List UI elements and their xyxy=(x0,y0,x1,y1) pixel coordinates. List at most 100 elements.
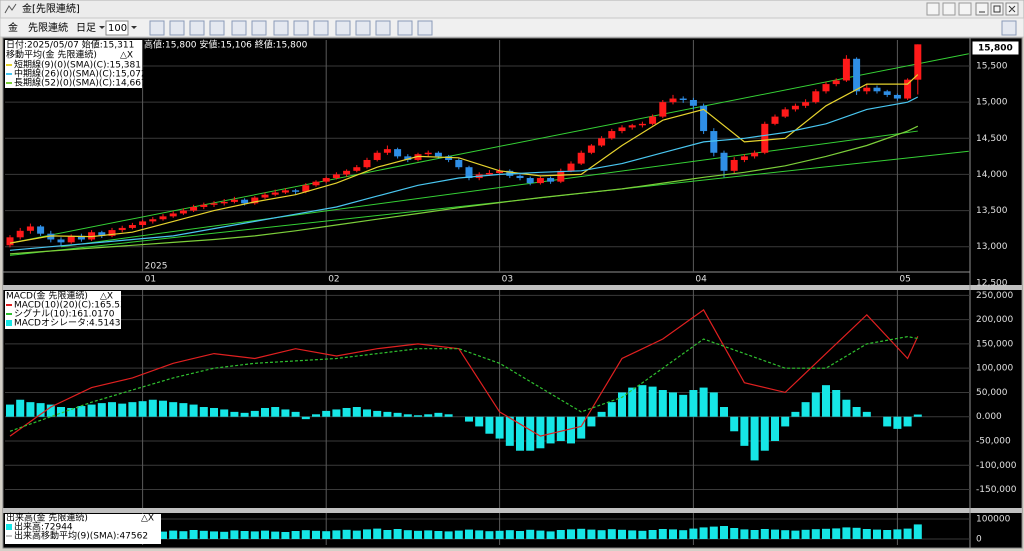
candle-body xyxy=(710,131,718,153)
volume-bar xyxy=(597,530,606,539)
candle-body xyxy=(179,210,187,214)
candle-body xyxy=(394,149,402,157)
oscillator-bar xyxy=(771,416,779,441)
y-tick-label: 0 xyxy=(976,535,982,545)
toolbar-button[interactable] xyxy=(189,20,205,36)
link-button[interactable] xyxy=(942,2,956,16)
volume-bar xyxy=(750,530,759,539)
toolbar-button[interactable] xyxy=(149,20,165,36)
candle-body xyxy=(47,233,55,240)
oscillator-bar xyxy=(689,390,698,417)
y-tick-label: 0.000 xyxy=(976,412,1002,422)
oscillator-bar xyxy=(811,392,820,417)
count-dropdown[interactable] xyxy=(131,26,137,29)
candle-body xyxy=(88,232,96,240)
volume-bar xyxy=(536,530,545,539)
minimize-button[interactable] xyxy=(975,2,989,16)
legend-entry: 中期線(26)(0)(SMA)(C):15,072 xyxy=(14,68,147,80)
toolbar-button[interactable] xyxy=(417,20,433,36)
candle-body xyxy=(108,230,116,236)
candle-body xyxy=(781,109,789,117)
toolbar-button[interactable] xyxy=(375,20,391,36)
volume-bar xyxy=(393,529,402,539)
oscillator-bar xyxy=(730,416,739,432)
toolbar-button[interactable] xyxy=(335,20,351,36)
y-tick-label: 14,000 xyxy=(976,170,1008,180)
legend-swatch xyxy=(6,320,12,326)
candle-body xyxy=(751,152,759,157)
candle-body xyxy=(67,235,75,243)
count-value: 100 xyxy=(108,23,127,34)
toolbar-button[interactable] xyxy=(169,20,185,36)
candle-body xyxy=(455,159,463,168)
candle-body xyxy=(128,225,136,228)
toolbar-button[interactable] xyxy=(251,20,267,36)
y-tick-label: 15,500 xyxy=(976,62,1008,72)
candle-body xyxy=(883,91,891,95)
toolbar-button[interactable] xyxy=(313,20,329,36)
candle-body xyxy=(139,221,147,226)
volume-bar xyxy=(230,530,239,539)
oscillator-bar xyxy=(791,411,800,417)
toolbar-button[interactable] xyxy=(209,20,225,36)
oscillator-bar xyxy=(199,407,208,417)
toolbar-button[interactable] xyxy=(293,20,309,36)
toolbar-button[interactable] xyxy=(273,20,289,36)
volume-bar xyxy=(679,530,688,539)
legend-title: 出来高(金 先限連続) xyxy=(6,512,88,524)
volume-bar xyxy=(261,530,269,539)
volume-bar xyxy=(893,529,902,539)
volume-bar xyxy=(424,530,433,539)
oscillator-bar xyxy=(393,412,402,417)
candle-body xyxy=(638,123,646,126)
pin-button[interactable] xyxy=(926,2,940,16)
last-price: 15,800 xyxy=(978,44,1013,54)
toolbar-symbol[interactable]: 金 xyxy=(8,21,18,34)
oscillator-bar xyxy=(240,412,249,417)
oscillator-bar xyxy=(342,407,351,417)
candle-body xyxy=(730,159,738,171)
candle-body xyxy=(904,79,912,99)
oscillator-bar xyxy=(77,406,86,417)
toolbar-period[interactable]: 日足 xyxy=(76,22,96,34)
toolbar-contract[interactable]: 先限連続 xyxy=(28,21,68,34)
volume-bar xyxy=(628,530,637,539)
candle-body xyxy=(424,152,432,155)
oscillator-bar xyxy=(832,390,841,417)
toolbar-button[interactable] xyxy=(231,20,247,36)
volume-bar xyxy=(332,530,341,539)
year-label: 2025 xyxy=(145,262,168,272)
price-header: 日付:2025/05/07 始値:15,311 xyxy=(6,39,134,51)
volume-bar xyxy=(669,529,677,539)
legend-controls[interactable]: △X xyxy=(141,514,154,524)
x-tick-label: 01 xyxy=(145,275,156,285)
volume-bar xyxy=(352,530,361,539)
candle-body xyxy=(618,127,626,132)
oscillator-bar xyxy=(383,411,392,417)
volume-bar xyxy=(903,528,912,539)
candle-body xyxy=(37,226,45,234)
oscillator-bar xyxy=(546,416,555,444)
period-dropdown[interactable] xyxy=(99,26,105,29)
toolbar-button[interactable] xyxy=(355,20,371,36)
popout-button[interactable] xyxy=(958,2,972,16)
price-legend-box xyxy=(5,40,142,88)
maximize-button[interactable] xyxy=(990,2,1004,16)
toolbar-button[interactable] xyxy=(397,20,413,36)
count-input[interactable] xyxy=(105,20,129,36)
candle-body xyxy=(761,123,769,153)
volume-bar xyxy=(771,529,779,539)
candle-body xyxy=(302,185,310,192)
legend-controls[interactable]: △X xyxy=(120,51,133,61)
toolbar-button[interactable] xyxy=(1001,20,1017,36)
volume-bar xyxy=(169,530,178,539)
oscillator-bar xyxy=(903,416,912,427)
candle-body xyxy=(190,206,198,211)
oscillator-bar xyxy=(57,407,65,417)
volume-bar xyxy=(709,526,718,539)
candle-body xyxy=(322,178,330,182)
legend-controls[interactable]: △X xyxy=(100,292,113,302)
y-tick-label: 13,000 xyxy=(976,242,1008,252)
window-title: 金[先限連続] xyxy=(22,2,80,15)
